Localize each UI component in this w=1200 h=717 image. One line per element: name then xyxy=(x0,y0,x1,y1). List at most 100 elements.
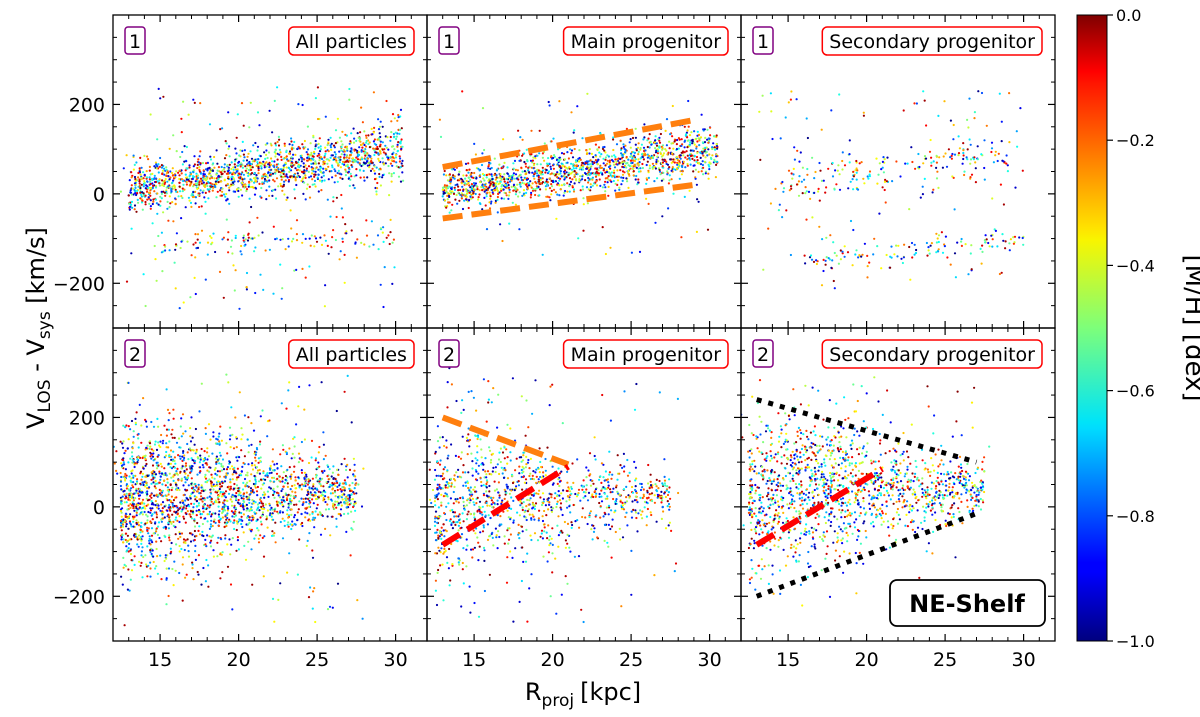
scatter-point xyxy=(552,137,555,140)
scatter-point xyxy=(318,137,321,140)
scatter-point xyxy=(521,194,524,197)
scatter-point xyxy=(453,168,456,171)
scatter-point xyxy=(510,185,513,188)
scatter-point xyxy=(161,184,164,187)
scatter-point xyxy=(704,172,707,175)
scatter-point xyxy=(514,168,518,171)
scatter-point xyxy=(239,504,242,508)
scatter-point xyxy=(384,152,387,155)
scatter-point xyxy=(666,170,669,173)
scatter-point xyxy=(625,162,628,165)
scatter-point xyxy=(155,467,159,470)
scatter-point xyxy=(311,477,314,480)
scatter-point xyxy=(503,197,506,200)
scatter-point xyxy=(276,140,279,144)
scatter-point xyxy=(813,177,816,180)
scatter-point xyxy=(534,155,537,158)
scatter-point xyxy=(307,497,310,500)
scatter-point xyxy=(157,87,160,90)
scatter-point xyxy=(299,154,302,158)
scatter-point xyxy=(398,160,401,163)
scatter-point xyxy=(121,442,124,445)
scatter-point xyxy=(322,499,325,502)
scatter-point xyxy=(250,172,254,175)
scatter-point xyxy=(290,137,293,140)
scatter-point xyxy=(230,167,233,171)
scatter-point xyxy=(120,511,123,514)
scatter-point xyxy=(166,481,169,484)
scatter-point xyxy=(305,475,308,478)
scatter-point xyxy=(290,165,293,168)
scatter-point xyxy=(207,173,210,176)
scatter-point xyxy=(538,171,541,174)
scatter-point xyxy=(981,244,984,247)
scatter-point xyxy=(478,174,481,177)
scatter-point xyxy=(654,167,658,170)
scatter-point xyxy=(339,488,342,491)
scatter-point xyxy=(131,206,134,209)
scatter-point xyxy=(137,545,140,548)
scatter-point xyxy=(121,534,124,537)
scatter-point xyxy=(256,216,259,219)
scatter-point xyxy=(384,162,387,165)
scatter-point xyxy=(122,521,125,524)
scatter-point xyxy=(285,149,288,152)
scatter-point xyxy=(168,472,171,475)
scatter-point xyxy=(965,156,968,159)
scatter-point xyxy=(822,258,825,261)
scatter-point xyxy=(295,239,299,242)
scatter-point xyxy=(168,536,171,539)
scatter-point xyxy=(346,163,349,166)
scatter-point xyxy=(588,148,591,151)
scatter-point xyxy=(393,148,396,151)
scatter-point xyxy=(226,472,229,475)
scatter-point xyxy=(334,495,337,498)
scatter-point xyxy=(958,147,962,150)
scatter-point xyxy=(615,160,618,163)
scatter-point xyxy=(1015,130,1018,133)
scatter-point xyxy=(389,139,392,142)
scatter-point xyxy=(983,239,987,242)
scatter-point xyxy=(639,147,642,150)
scatter-point xyxy=(275,168,278,172)
scatter-point xyxy=(360,150,363,153)
scatter-point xyxy=(345,154,348,157)
scatter-point xyxy=(589,186,593,189)
scatter-point xyxy=(639,157,642,160)
scatter-point xyxy=(134,186,137,189)
scatter-point xyxy=(309,159,313,162)
scatter-point xyxy=(155,279,158,282)
scatter-point xyxy=(362,163,365,166)
scatter-point xyxy=(134,535,137,538)
scatter-point xyxy=(188,175,191,178)
scatter-point xyxy=(706,128,709,131)
scatter-point xyxy=(967,126,970,129)
scatter-point xyxy=(785,209,788,212)
scatter-point xyxy=(372,147,375,150)
scatter-point xyxy=(389,135,392,139)
scatter-point xyxy=(172,520,175,524)
scatter-point xyxy=(284,474,287,478)
scatter-point xyxy=(206,463,209,466)
scatter-point xyxy=(531,189,535,192)
scatter-point xyxy=(322,458,325,461)
scatter-point xyxy=(923,99,926,102)
scatter-point xyxy=(635,149,638,152)
scatter-point xyxy=(949,263,952,266)
scatter-point xyxy=(991,245,994,248)
scatter-point xyxy=(190,180,193,183)
scatter-point xyxy=(573,147,576,151)
scatter-point xyxy=(214,521,217,525)
scatter-point xyxy=(561,164,565,167)
scatter-point xyxy=(453,186,456,189)
scatter-point xyxy=(179,246,182,250)
scatter-point xyxy=(703,128,706,131)
scatter-point xyxy=(326,475,329,478)
scatter-point xyxy=(397,141,400,144)
scatter-point xyxy=(930,161,933,164)
scatter-point xyxy=(481,152,484,155)
scatter-point xyxy=(184,206,187,209)
scatter-point xyxy=(541,156,545,159)
scatter-point xyxy=(504,184,507,187)
scatter-point xyxy=(538,152,541,155)
